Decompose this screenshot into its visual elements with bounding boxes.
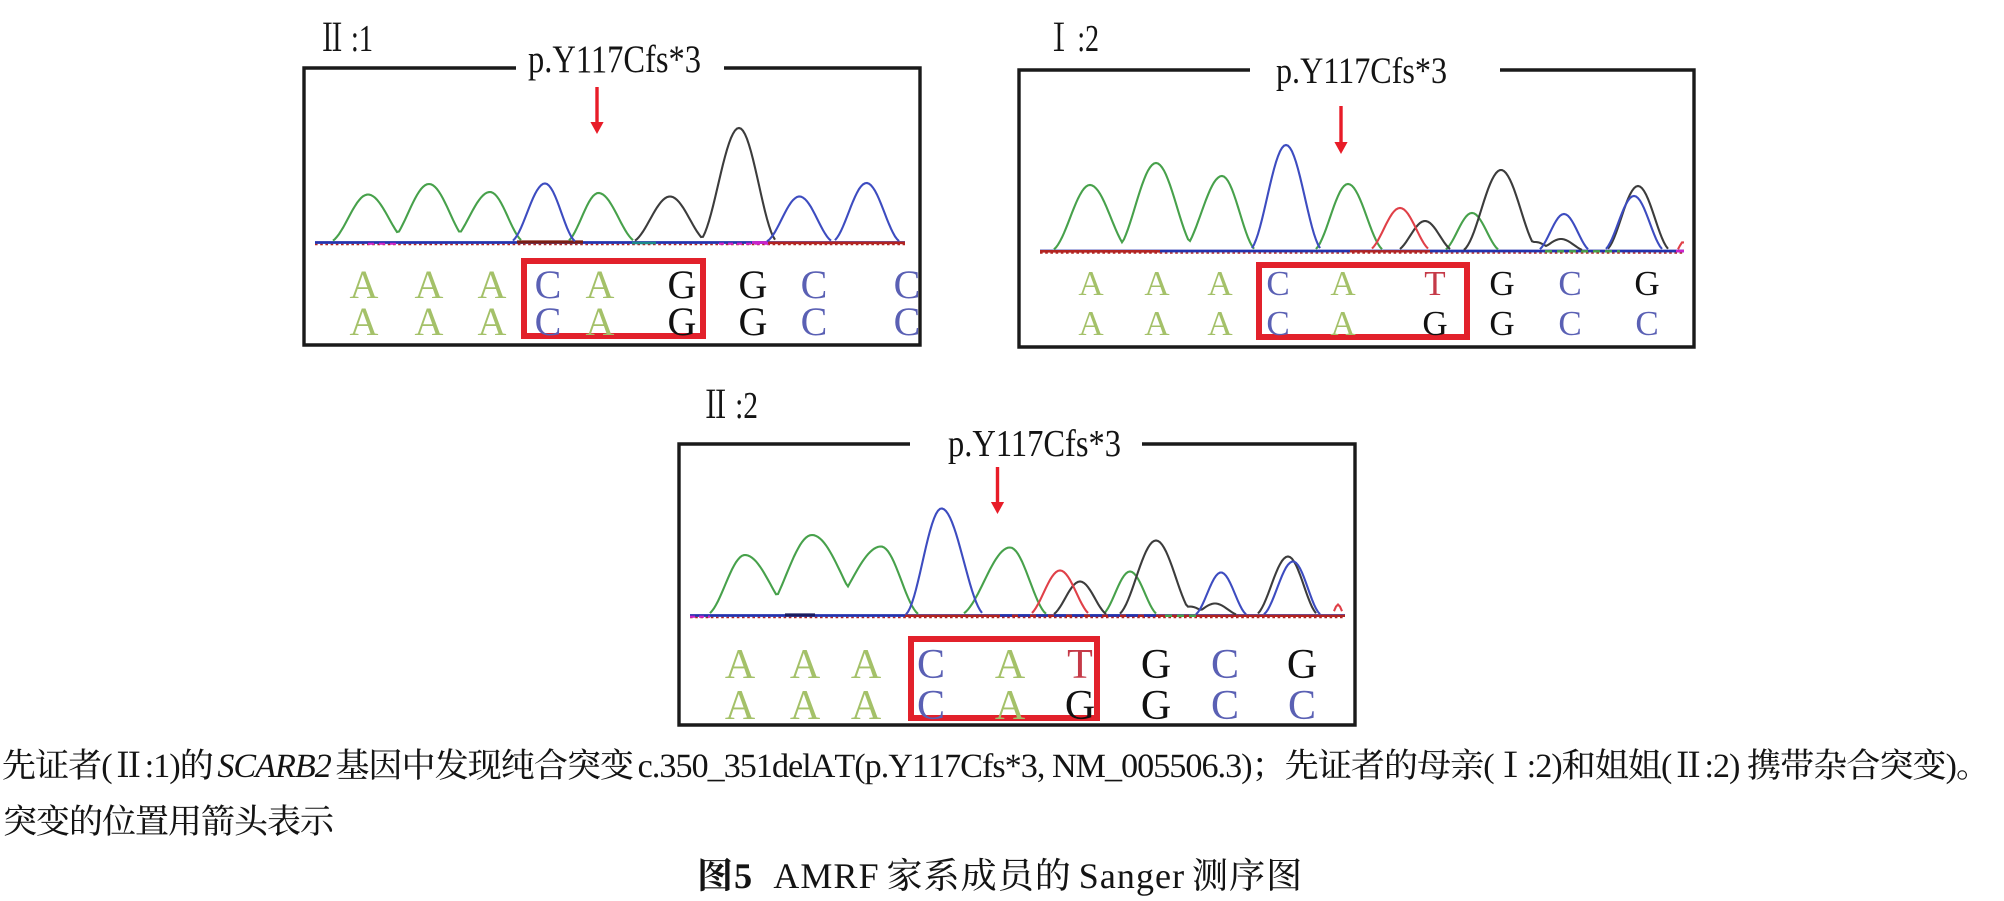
svg-text:C: C bbox=[917, 642, 945, 688]
svg-text:p.Y117Cfs*3: p.Y117Cfs*3 bbox=[1276, 51, 1447, 92]
svg-text:C: C bbox=[894, 299, 921, 344]
svg-text:G: G bbox=[668, 299, 697, 344]
svg-text:C: C bbox=[1211, 642, 1239, 688]
svg-text:C: C bbox=[1266, 304, 1289, 343]
svg-text:C: C bbox=[1211, 683, 1239, 729]
svg-text:A: A bbox=[790, 642, 821, 688]
svg-text:p.Y117Cfs*3: p.Y117Cfs*3 bbox=[948, 423, 1121, 465]
svg-text:T: T bbox=[1067, 642, 1093, 688]
svg-text:A: A bbox=[725, 642, 756, 688]
svg-text:A: A bbox=[415, 299, 444, 344]
svg-text:G: G bbox=[739, 299, 768, 344]
svg-text:p.Y117Cfs*3: p.Y117Cfs*3 bbox=[528, 38, 701, 81]
svg-text:C: C bbox=[1266, 264, 1289, 303]
svg-text:A: A bbox=[851, 642, 882, 688]
svg-text:A: A bbox=[350, 299, 379, 344]
svg-text:C: C bbox=[917, 683, 945, 729]
svg-text:A: A bbox=[995, 683, 1026, 729]
svg-text:A: A bbox=[995, 642, 1026, 688]
svg-text:G: G bbox=[739, 262, 768, 307]
svg-text:C: C bbox=[1635, 304, 1658, 343]
svg-text:A: A bbox=[350, 262, 379, 307]
svg-text:A: A bbox=[1207, 264, 1233, 303]
svg-text:T: T bbox=[1424, 264, 1445, 303]
svg-text:C: C bbox=[535, 299, 562, 344]
svg-text:G: G bbox=[1489, 264, 1514, 303]
svg-text:A: A bbox=[586, 262, 615, 307]
svg-text:A: A bbox=[851, 683, 882, 729]
svg-text:G: G bbox=[1422, 304, 1447, 343]
svg-text:G: G bbox=[1141, 642, 1171, 688]
svg-text:C: C bbox=[801, 262, 828, 307]
svg-text:A: A bbox=[586, 299, 615, 344]
svg-text:G: G bbox=[668, 262, 697, 307]
svg-text:G: G bbox=[1287, 642, 1317, 688]
svg-text:A: A bbox=[415, 262, 444, 307]
svg-text:A: A bbox=[1330, 304, 1356, 343]
svg-text:A: A bbox=[478, 262, 507, 307]
svg-text:A: A bbox=[1078, 264, 1104, 303]
svg-text:G: G bbox=[1065, 683, 1095, 729]
svg-text:A: A bbox=[725, 683, 756, 729]
svg-text:A: A bbox=[790, 683, 821, 729]
svg-text:A: A bbox=[1207, 304, 1233, 343]
svg-text:C: C bbox=[894, 262, 921, 307]
svg-text:C: C bbox=[801, 299, 828, 344]
svg-text:C: C bbox=[1558, 304, 1581, 343]
svg-text:G: G bbox=[1141, 683, 1171, 729]
svg-text:C: C bbox=[535, 262, 562, 307]
svg-text:C: C bbox=[1558, 264, 1581, 303]
svg-text:A: A bbox=[478, 299, 507, 344]
svg-text:C: C bbox=[1288, 683, 1316, 729]
svg-text:A: A bbox=[1144, 304, 1170, 343]
svg-text:A: A bbox=[1144, 264, 1170, 303]
svg-text:A: A bbox=[1078, 304, 1104, 343]
svg-text:G: G bbox=[1634, 264, 1659, 303]
svg-text:G: G bbox=[1489, 304, 1514, 343]
svg-text:A: A bbox=[1330, 264, 1356, 303]
